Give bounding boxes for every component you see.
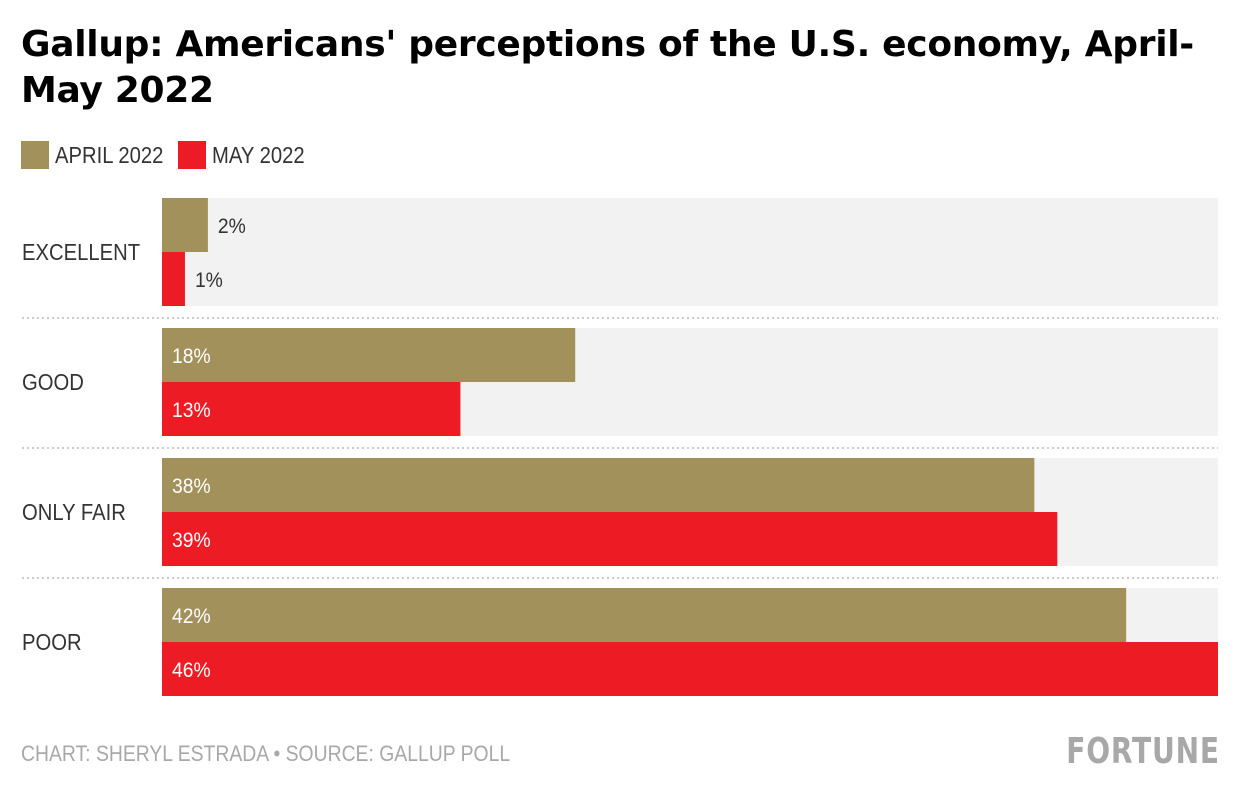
- bar-only-fair-april-2022: [162, 458, 1035, 512]
- legend-swatch-may: [178, 141, 207, 169]
- bar-chart: EXCELLENT 2% 1% GOOD 18% 13% ONLY FAIR 38% 39% PO…: [22, 198, 1218, 696]
- category-label-good: GOOD: [22, 369, 84, 396]
- legend-item-april: APRIL 2022: [21, 141, 164, 169]
- category-label-only-fair: ONLY FAIR: [22, 499, 126, 526]
- bar-track-excellent: [162, 198, 1218, 306]
- value-label-good-april-2022: 18%: [172, 345, 211, 368]
- legend-swatch-april: [21, 141, 49, 169]
- legend-label-april: APRIL 2022: [55, 141, 164, 168]
- chart-title: Gallup: Americans' perceptions of the U.…: [21, 24, 1194, 111]
- bar-only-fair-may-2022: [162, 512, 1058, 566]
- bar-poor-april-2022: [162, 588, 1127, 642]
- value-label-poor-may-2022: 46%: [172, 659, 211, 682]
- chart-credit: CHART: SHERYL ESTRADA • SOURCE: GALLUP P…: [21, 741, 511, 766]
- bar-good-april-2022: [162, 328, 576, 382]
- value-label-only-fair-may-2022: 39%: [172, 529, 211, 552]
- legend: APRIL 2022 MAY 2022: [21, 141, 317, 169]
- bar-excellent-may-2022: [162, 252, 185, 306]
- value-label-poor-april-2022: 42%: [172, 605, 211, 628]
- bar-poor-may-2022: [162, 642, 1218, 696]
- bar-good-may-2022: [162, 382, 461, 436]
- value-label-only-fair-april-2022: 38%: [172, 475, 211, 498]
- value-label-excellent-april-2022: 2%: [218, 215, 246, 238]
- legend-label-may: MAY 2022: [212, 141, 305, 168]
- bar-excellent-april-2022: [162, 198, 208, 252]
- legend-item-may: MAY 2022: [178, 141, 305, 169]
- category-label-excellent: EXCELLENT: [22, 239, 140, 266]
- value-label-excellent-may-2022: 1%: [195, 269, 223, 292]
- fortune-logo: FORTUNE: [1066, 731, 1220, 772]
- value-label-good-may-2022: 13%: [172, 399, 211, 422]
- category-label-poor: POOR: [22, 629, 82, 656]
